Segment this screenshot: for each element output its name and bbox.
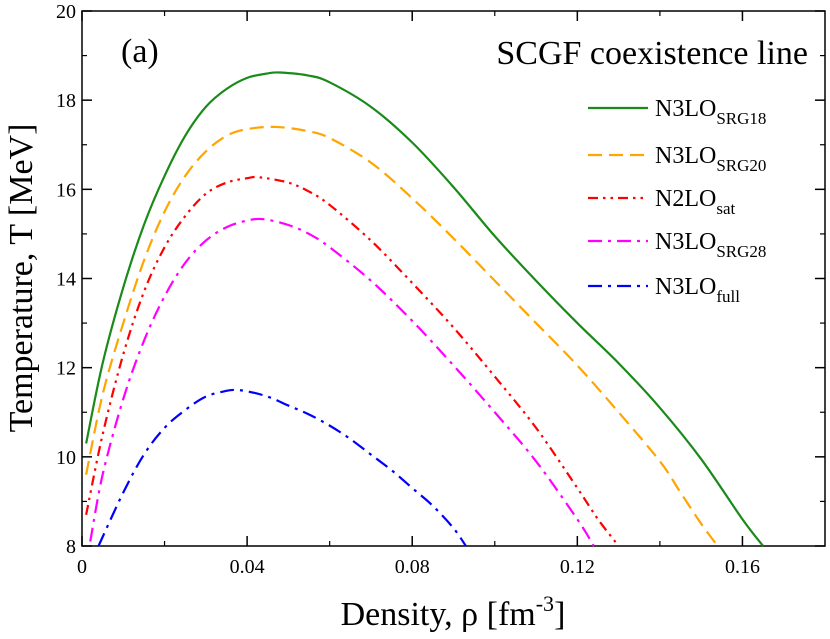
series-line-n3lo-srg18 xyxy=(85,71,764,547)
legend-label: N2LOsat xyxy=(655,186,735,218)
panel-label: (a) xyxy=(121,33,159,70)
legend: N3LOSRG18N3LOSRG20N2LOsatN3LOSRG28N3LOfu… xyxy=(588,96,766,306)
legend-label-sub: SRG28 xyxy=(716,242,766,261)
series-line-n2lo-sat xyxy=(85,175,620,547)
series-line-n3lo-srg28 xyxy=(89,217,595,547)
x-tick-label: 0 xyxy=(77,556,87,578)
y-tick-label: 8 xyxy=(66,536,76,558)
y-tick-label: 14 xyxy=(56,269,76,291)
y-tick-label: 12 xyxy=(56,358,76,380)
x-axis-title-sup: -3 xyxy=(536,591,554,616)
legend-label-main: N3LO xyxy=(655,143,716,169)
y-tick-label: 20 xyxy=(56,1,76,23)
legend-label-sub: SRG20 xyxy=(716,156,766,175)
x-tick-label: 0.08 xyxy=(395,556,430,578)
legend-label-main: N3LO xyxy=(655,274,716,300)
x-tick-label: 0.16 xyxy=(725,556,760,578)
legend-label-main: N2LO xyxy=(655,186,716,212)
x-tick-label: 0.04 xyxy=(230,556,265,578)
curves-layer xyxy=(85,71,764,547)
x-axis-title-main: Density, ρ [fm xyxy=(341,596,536,633)
legend-label-sub: full xyxy=(716,287,740,306)
ticks-layer: 0 0.04 0.08 0.12 0.16 8 10 12 14 16 18 20 xyxy=(56,1,825,578)
y-tick-label: 18 xyxy=(56,90,76,112)
x-axis-title-end: ] xyxy=(554,596,565,633)
series-line-n3lo-full xyxy=(97,388,467,547)
legend-label: N3LOSRG18 xyxy=(655,96,766,128)
legend-label: N3LOSRG28 xyxy=(655,229,766,261)
legend-label-main: N3LO xyxy=(655,229,716,255)
chart-title: SCGF coexistence line xyxy=(496,35,808,72)
legend-label: N3LOSRG20 xyxy=(655,143,766,175)
legend-label: N3LOfull xyxy=(655,274,740,306)
legend-label-main: N3LO xyxy=(655,96,716,122)
y-tick-label: 10 xyxy=(56,447,76,469)
legend-label-sub: SRG18 xyxy=(716,109,766,128)
y-axis-title: Temperature, T [MeV] xyxy=(3,124,40,433)
x-tick-label: 0.12 xyxy=(560,556,595,578)
x-axis-title: Density, ρ [fm-3] xyxy=(341,591,566,633)
y-tick-label: 16 xyxy=(56,179,76,201)
series-line-n3lo-srg20 xyxy=(85,125,719,547)
legend-label-sub: sat xyxy=(716,199,735,218)
